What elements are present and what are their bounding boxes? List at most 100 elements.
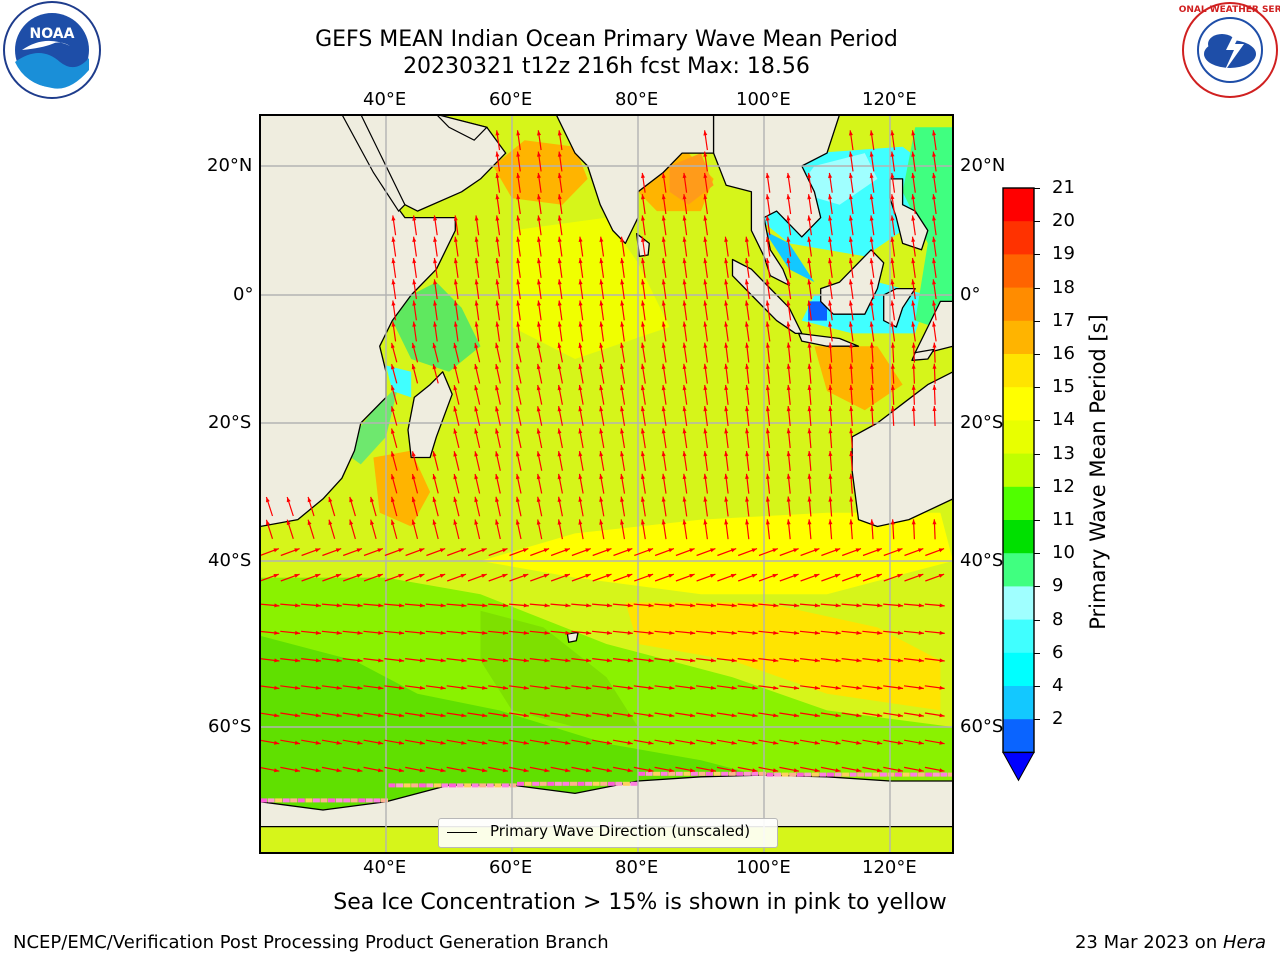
wave-arrow xyxy=(536,473,543,494)
wave-arrow xyxy=(911,130,916,151)
wave-arrow xyxy=(260,658,280,663)
wave-arrow xyxy=(716,603,737,608)
wave-arrow xyxy=(821,573,841,582)
wave-arrow xyxy=(758,658,779,663)
sea-ice-cell xyxy=(895,772,902,777)
field-patch xyxy=(764,230,815,283)
wave-arrow xyxy=(515,519,522,540)
wave-arrow xyxy=(474,496,481,517)
wave-arrow xyxy=(550,658,571,663)
wave-arrow xyxy=(391,428,398,448)
wave-arrow xyxy=(536,363,543,384)
sea-ice-cell xyxy=(388,783,396,788)
wave-arrow xyxy=(404,630,425,635)
wave-arrow xyxy=(474,384,481,405)
wave-arrow xyxy=(828,405,833,426)
wave-arrow xyxy=(488,548,508,557)
colorbar-band xyxy=(1003,486,1034,521)
wave-arrow xyxy=(488,766,509,773)
wave-arrow xyxy=(786,194,792,215)
colorbar-tick-mark xyxy=(1034,320,1040,322)
sea-ice-cell xyxy=(917,772,925,777)
wave-arrow xyxy=(453,236,459,257)
wave-arrow xyxy=(405,658,425,663)
wave-arrow xyxy=(260,739,280,745)
wave-arrow xyxy=(703,151,708,172)
wave-arrow xyxy=(411,519,419,540)
wave-arrow xyxy=(765,428,771,449)
wave-arrow xyxy=(536,342,543,363)
wave-arrow xyxy=(703,257,708,278)
wave-arrow xyxy=(765,450,771,471)
legend-label: Primary Wave Direction (unscaled) xyxy=(490,822,751,840)
wave-arrow xyxy=(425,739,446,745)
wave-arrow xyxy=(599,473,605,494)
sea-ice-cell xyxy=(260,798,267,803)
wave-arrow xyxy=(537,300,542,321)
wave-arrow xyxy=(924,658,945,663)
wave-arrow xyxy=(641,215,646,236)
wave-arrow xyxy=(391,321,397,342)
wave-arrow xyxy=(571,658,592,663)
colorbar-band xyxy=(1003,453,1034,488)
wave-arrow xyxy=(537,321,542,342)
wave-arrow xyxy=(724,363,729,384)
wave-arrow xyxy=(391,257,397,278)
wave-arrow xyxy=(467,739,488,745)
wave-arrow xyxy=(495,363,501,384)
wave-arrow xyxy=(495,342,501,363)
wave-arrow xyxy=(328,496,336,517)
wave-arrow xyxy=(841,658,862,663)
wave-arrow xyxy=(537,130,542,151)
wave-arrow xyxy=(807,405,812,426)
wave-arrow xyxy=(765,215,771,236)
wave-arrow xyxy=(724,236,729,257)
wave-arrow xyxy=(537,236,542,257)
wave-arrow xyxy=(911,321,916,342)
wave-arrow xyxy=(800,548,820,557)
colorbar-tick-label: 6 xyxy=(1052,641,1064,663)
sea-ice-cell xyxy=(940,772,948,777)
wave-arrow xyxy=(661,257,667,278)
wave-arrow xyxy=(675,685,696,690)
wave-arrow xyxy=(883,685,904,690)
wave-arrow xyxy=(779,766,800,773)
wave-arrow xyxy=(903,630,924,635)
wave-arrow xyxy=(924,712,945,718)
wave-arrow xyxy=(286,519,294,539)
wave-arrow xyxy=(391,279,397,300)
wave-arrow xyxy=(453,384,460,405)
wave-arrow xyxy=(849,342,854,363)
wave-arrow xyxy=(550,630,571,635)
sea-ice-cell xyxy=(834,772,842,777)
wave-arrow xyxy=(620,363,626,384)
wave-arrow xyxy=(800,573,820,582)
wave-arrow xyxy=(765,519,771,540)
wave-arrow xyxy=(765,321,771,342)
wave-arrow xyxy=(869,215,875,236)
wave-arrow xyxy=(828,257,833,278)
wave-arrow xyxy=(890,519,895,540)
wave-arrow xyxy=(599,496,605,517)
wave-arrow xyxy=(724,473,729,494)
wave-arrow xyxy=(807,215,812,236)
colorbar-tick-mark xyxy=(1034,486,1040,488)
wave-arrow xyxy=(848,300,854,321)
wave-arrow xyxy=(391,236,397,257)
sea-ice-cell xyxy=(910,772,918,777)
wave-arrow xyxy=(848,151,854,172)
wave-arrow xyxy=(633,630,654,635)
wave-arrow xyxy=(557,215,563,236)
wave-arrow xyxy=(495,236,501,257)
wave-arrow xyxy=(870,384,874,405)
sea-ice-cell xyxy=(275,798,283,803)
wave-arrow xyxy=(890,130,896,151)
wave-arrow xyxy=(446,766,467,773)
wave-arrow xyxy=(870,519,874,540)
wave-arrow xyxy=(737,573,758,582)
wave-arrow xyxy=(869,257,875,278)
wave-arrow xyxy=(474,215,480,236)
wave-arrow xyxy=(911,257,916,278)
wave-arrow xyxy=(786,321,792,342)
wave-arrow xyxy=(425,712,446,718)
